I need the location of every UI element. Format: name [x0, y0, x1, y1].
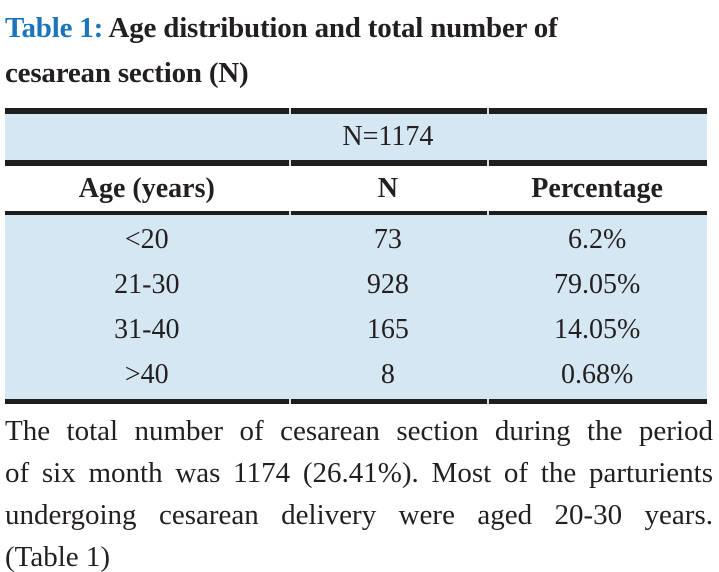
cell-n: 8 — [380, 359, 395, 390]
caption-line: (Table 1) — [5, 541, 111, 572]
cell-percentage: 14.05% — [553, 314, 641, 345]
table-row: >40 8 0.68% — [5, 352, 707, 397]
results-paragraph: The total number of cesarean section dur… — [5, 410, 713, 572]
cell-age: >40 — [124, 359, 169, 390]
caption-line: of six month was 1174 (26.41%). Most of … — [5, 457, 713, 489]
column-header-age: Age (years) — [78, 173, 215, 204]
table-rule-top — [5, 108, 707, 114]
table-total-row: N=1174 — [5, 114, 707, 160]
cell-percentage: 6.2% — [567, 224, 627, 255]
caption-line: The total number of cesarean section dur… — [5, 415, 713, 447]
cell-age: 31-40 — [114, 314, 180, 345]
total-spacer-right — [487, 114, 707, 160]
cell-percentage: 0.68% — [560, 359, 634, 390]
table-row: 21-30 928 79.05% — [5, 262, 707, 307]
total-spacer-left — [5, 114, 289, 160]
table-row: <20 73 6.2% — [5, 217, 707, 262]
cell-age: 21-30 — [114, 269, 180, 300]
column-header-n: N — [377, 173, 399, 204]
total-count: N=1174 — [342, 121, 434, 152]
data-table: N=1174 Age (years) N Percentage <20 73 6… — [5, 108, 707, 404]
cell-percentage: 79.05% — [553, 269, 641, 300]
table-rule-under-total — [5, 160, 707, 166]
cell-n: 928 — [366, 269, 409, 300]
table-header-row: Age (years) N Percentage — [5, 166, 707, 211]
table-rule-bottom — [5, 399, 707, 404]
column-header-percentage: Percentage — [531, 173, 663, 204]
table-number-label: Table 1: — [5, 12, 104, 44]
table-row: 31-40 165 14.05% — [5, 307, 707, 352]
table-title: Table 1: Age distribution and total numb… — [5, 6, 713, 98]
caption-line: undergoing cesarean delivery were aged 2… — [5, 499, 713, 531]
table-body: <20 73 6.2% 21-30 928 79.05% 31-40 165 1… — [5, 215, 707, 399]
cell-age: <20 — [124, 224, 169, 255]
table-title-line2: cesarean section (N) — [5, 57, 249, 89]
table-title-line1: Age distribution and total number of — [108, 12, 558, 44]
table-rule-under-header — [5, 211, 707, 215]
cell-n: 73 — [373, 224, 402, 255]
cell-n: 165 — [366, 314, 409, 345]
